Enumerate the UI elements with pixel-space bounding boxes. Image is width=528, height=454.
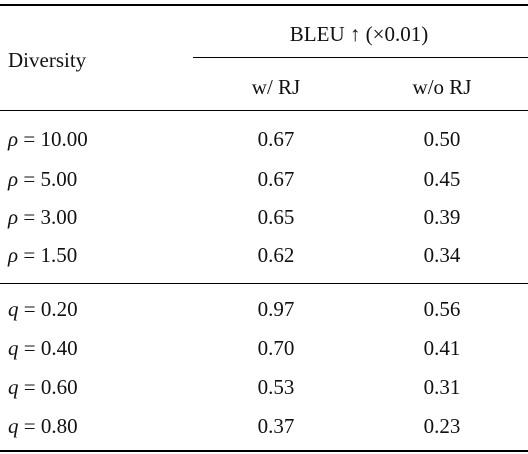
row-label: q = 0.40 (8, 336, 78, 360)
row-label: q = 0.20 (8, 297, 78, 321)
header-bleu-group: BLEU ↑ (×0.01) (289, 22, 429, 46)
cell-without-rj: 0.41 (423, 336, 461, 360)
cell-with-rj: 0.65 (257, 205, 295, 229)
cell-without-rj: 0.45 (423, 167, 461, 191)
row-label: q = 0.80 (8, 414, 78, 438)
cell-with-rj: 0.62 (257, 243, 295, 267)
bottom-rule (0, 450, 528, 452)
row-label: ρ = 10.00 (8, 127, 88, 151)
row-label: ρ = 1.50 (8, 243, 78, 267)
cell-with-rj: 0.37 (257, 414, 295, 438)
row-label: q = 0.60 (8, 375, 78, 399)
cell-without-rj: 0.23 (423, 414, 461, 438)
cell-with-rj: 0.67 (257, 127, 295, 151)
cell-with-rj: 0.67 (257, 167, 295, 191)
group-divider-rule (0, 283, 528, 284)
cell-with-rj: 0.97 (257, 297, 295, 321)
header-diversity: Diversity (8, 48, 87, 72)
header-col-without-rj: w/o RJ (412, 75, 472, 99)
header-col-with-rj: w/ RJ (251, 75, 301, 99)
cell-without-rj: 0.50 (423, 127, 461, 151)
cell-without-rj: 0.39 (423, 205, 461, 229)
cell-without-rj: 0.34 (423, 243, 461, 267)
cell-without-rj: 0.31 (423, 375, 461, 399)
header-group-rule (193, 57, 528, 58)
cell-with-rj: 0.70 (257, 336, 295, 360)
row-label: ρ = 5.00 (8, 167, 78, 191)
header-bottom-rule (0, 110, 528, 111)
row-label: ρ = 3.00 (8, 205, 78, 229)
top-rule (0, 4, 528, 6)
cell-without-rj: 0.56 (423, 297, 461, 321)
cell-with-rj: 0.53 (257, 375, 295, 399)
